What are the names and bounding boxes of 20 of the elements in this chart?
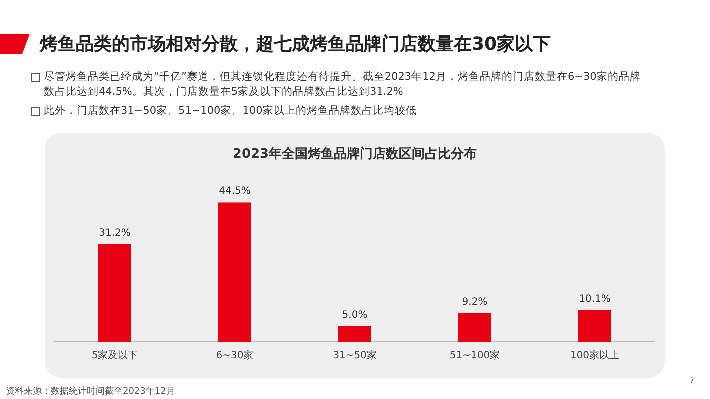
x-tick-label: 6~30家 [216, 350, 254, 362]
chart-title: 2023年全国烤鱼品牌门店数区间占比分布 [232, 146, 478, 162]
text: 此外，门店数在31~50家、51~100家、100家以上的烤鱼品牌数占比均较低 [44, 105, 417, 117]
x-tick-label: 5家及以下 [92, 350, 138, 362]
text: 尽管烤鱼品类已经成为“千亿”赛道，但其连锁化程度还有待提升。截至2023年12月，烤鱼品牌的门店数量在6~30家的品牌数占比达到44.5%。其次，门店数量在5家及以下的品牌数占比达到31.2% [44, 71, 641, 98]
text: 烤鱼品类的市场相对分散，超七成烤鱼品牌门店数量在30家以下 [40, 33, 552, 56]
x-tick-label: 100家以上 [570, 350, 620, 362]
bar [578, 310, 612, 342]
bar [218, 202, 252, 342]
x-tick-label: 31~50家 [333, 350, 377, 362]
data-label: 31.2% [99, 228, 131, 239]
bar [98, 244, 132, 342]
data-label: 5.0% [342, 310, 368, 321]
data-label: 10.1% [579, 294, 611, 305]
bar [458, 313, 492, 342]
x-tick-label: 51~100家 [450, 350, 500, 362]
data-label: 44.5% [219, 186, 251, 198]
bar [338, 326, 372, 342]
data-label: 9.2% [462, 296, 488, 308]
text: 资料来源：数据统计时间截至2023年12月 [6, 386, 176, 398]
